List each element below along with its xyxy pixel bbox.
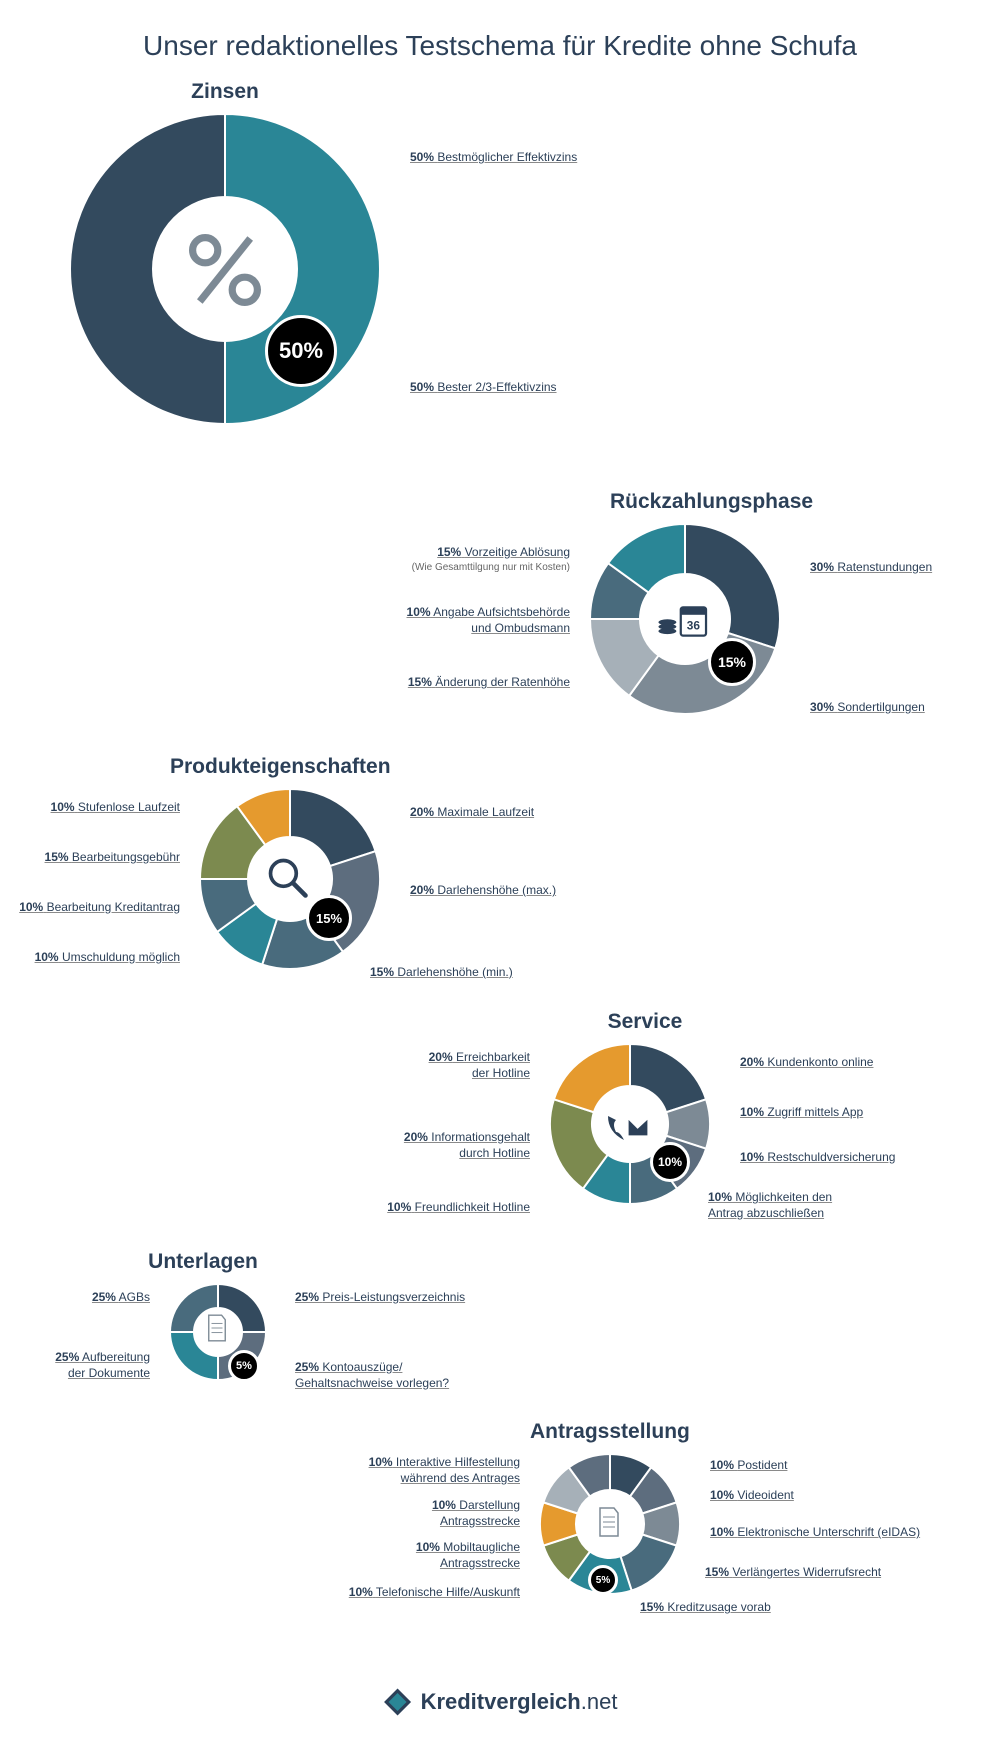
document-icon xyxy=(582,1495,636,1549)
logo-icon xyxy=(383,1687,413,1717)
weight-badge: 15% xyxy=(708,638,756,686)
slice-label: 10% Interaktive Hilfestellungwährend des… xyxy=(320,1455,520,1486)
weight-badge: 15% xyxy=(306,895,352,941)
slice-label: 10% Postident xyxy=(710,1458,787,1474)
slice-label: 25% Kontoauszüge/Gehaltsnachweise vorleg… xyxy=(295,1360,449,1391)
weight-badge: 50% xyxy=(265,315,337,387)
slice-label: 10% Angabe Aufsichtsbehördeund Ombudsman… xyxy=(360,605,570,636)
percent-icon xyxy=(170,215,280,325)
slice-label: 10% Möglichkeiten denAntrag abzuschließe… xyxy=(708,1190,832,1221)
slice-label: 20% Informationsgehaltdurch Hotline xyxy=(340,1130,530,1161)
slice-label: 20% Kundenkonto online xyxy=(740,1055,873,1071)
section-title: Unterlagen xyxy=(140,1250,266,1274)
slice-label: 10% Freundlichkeit Hotline xyxy=(360,1200,530,1216)
slice-label: 10% Zugriff mittels App xyxy=(740,1105,863,1121)
weight-badge: 5% xyxy=(228,1350,260,1382)
slice-label: 10% Telefonische Hilfe/Auskunft xyxy=(320,1585,520,1601)
slice-label: 50% Bestmöglicher Effektivzins xyxy=(410,150,577,166)
section-produkt: Produkteigenschaften 15% 20% Maximale La… xyxy=(90,755,391,969)
section-zinsen: Zinsen 50% 50% Bestmöglicher Effektivzin… xyxy=(70,80,380,424)
slice-label: 15% Verlängertes Widerrufsrecht xyxy=(705,1565,881,1581)
slice-label: 30% Sondertilgungen xyxy=(810,700,925,716)
slice-label: 20% Erreichbarkeitder Hotline xyxy=(370,1050,530,1081)
slice-label: 15% Bearbeitungsgebühr xyxy=(10,850,180,866)
phone-mail-icon xyxy=(595,1095,660,1160)
weight-badge: 10% xyxy=(650,1142,690,1182)
slice-label: 15% Darlehenshöhe (min.) xyxy=(370,965,513,981)
section-antrag: Antragsstellung 5% 10% Postident 10% Vid… xyxy=(410,1420,690,1594)
slice-label: 25% Aufbereitungder Dokumente xyxy=(0,1350,150,1381)
slice-label: 50% Bester 2/3-Effektivzins xyxy=(410,380,557,396)
section-title: Antragsstellung xyxy=(530,1420,690,1444)
slice-label: 10% Bearbeitung Kreditantrag xyxy=(0,900,180,916)
svg-text:36: 36 xyxy=(687,619,701,633)
page-title: Unser redaktionelles Testschema für Kred… xyxy=(0,0,1000,62)
slice-label: 15% Änderung der Ratenhöhe xyxy=(380,675,570,691)
slice-label: 15% Vorzeitige Ablösung(Wie Gesamttilgun… xyxy=(360,545,570,574)
slice-label: 25% AGBs xyxy=(45,1290,150,1306)
slice-label: 10% Elektronische Unterschrift (eIDAS) xyxy=(710,1525,920,1541)
slice-label: 10% MobiltauglicheAntragsstrecke xyxy=(340,1540,520,1571)
slice-label: 10% Umschuldung möglich xyxy=(0,950,180,966)
slice-label: 10% Videoident xyxy=(710,1488,794,1504)
slice-label: 10% Restschuldversicherung xyxy=(740,1150,895,1166)
section-unterlagen: Unterlagen 5% 25% Preis-Leistungsverzeic… xyxy=(80,1250,266,1380)
slice-label: 15% Kreditzusage vorab xyxy=(640,1600,771,1616)
calendar-icon: 36 xyxy=(648,585,718,655)
section-service: Service 10% 20% Kundenkonto online 10% Z… xyxy=(440,1010,710,1204)
section-rueckzahlung: Rückzahlungsphase 36 15% 30% Ratenstundu… xyxy=(430,490,813,714)
slice-label: 20% Maximale Laufzeit xyxy=(410,805,534,821)
slice-label: 30% Ratenstundungen xyxy=(810,560,932,576)
section-title: Zinsen xyxy=(70,80,380,104)
document-icon xyxy=(197,1308,237,1348)
slice-label: 10% DarstellungAntragsstrecke xyxy=(350,1498,520,1529)
section-title: Produkteigenschaften xyxy=(170,755,391,779)
brand-logo: Kreditvergleich.net xyxy=(383,1687,618,1717)
slice-label: 25% Preis-Leistungsverzeichnis xyxy=(295,1290,465,1306)
section-title: Rückzahlungsphase xyxy=(610,490,813,514)
weight-badge: 5% xyxy=(588,1565,618,1595)
slice-label: 20% Darlehenshöhe (max.) xyxy=(410,883,556,899)
slice-label: 10% Stufenlose Laufzeit xyxy=(30,800,180,816)
section-title: Service xyxy=(580,1010,710,1034)
